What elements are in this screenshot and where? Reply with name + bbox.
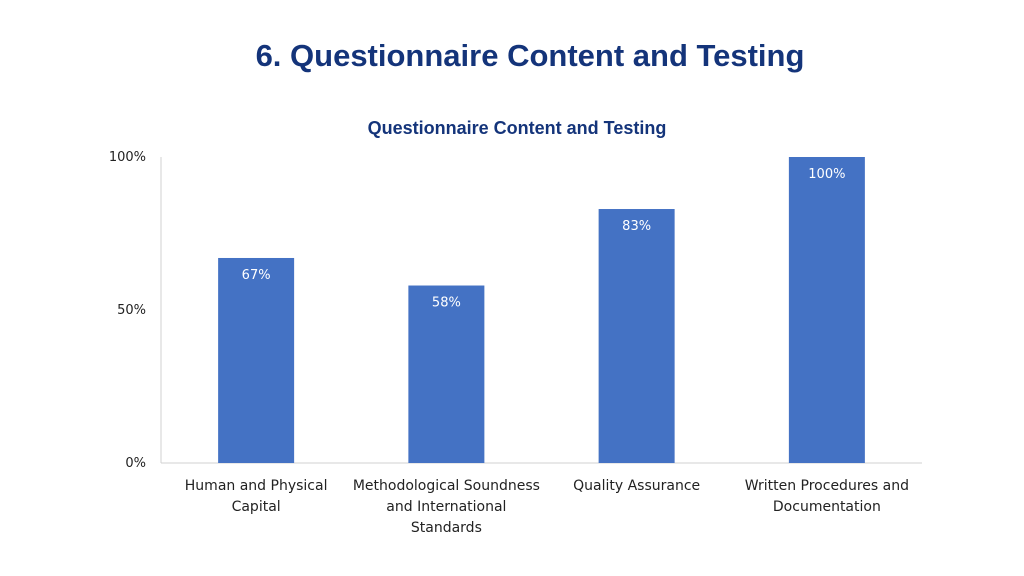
slide-title: 6. Questionnaire Content and Testing <box>255 38 805 73</box>
bar <box>598 209 675 463</box>
category-label-line: Documentation <box>773 499 881 515</box>
category-label-line: Quality Assurance <box>573 478 700 494</box>
category-label-line: Methodological Soundness <box>353 478 540 494</box>
category-label-line: Capital <box>232 499 281 515</box>
y-tick-label: 0% <box>125 456 146 471</box>
data-label: 67% <box>242 268 271 283</box>
data-label: 83% <box>622 219 651 234</box>
category-label: Methodological Soundness and Internationa… <box>353 478 540 536</box>
bar <box>408 285 485 463</box>
y-tick-label: 50% <box>117 303 146 318</box>
category-label: Quality Assurance <box>573 478 700 494</box>
y-tick-label: 100% <box>109 150 146 165</box>
bar <box>788 157 865 463</box>
data-label: 58% <box>432 296 461 311</box>
category-label: Written Procedures and Documentation <box>745 478 909 515</box>
category-label-line: Written Procedures and <box>745 478 909 494</box>
category-label-line: and International <box>386 499 506 515</box>
bar <box>218 257 295 463</box>
category-label-line: Standards <box>411 520 482 536</box>
data-label: 100% <box>808 167 845 182</box>
chart-title: Questionnaire Content and Testing <box>367 118 667 138</box>
category-label: Human and Physical Capital <box>185 478 328 515</box>
category-label-line: Human and Physical <box>185 478 328 494</box>
